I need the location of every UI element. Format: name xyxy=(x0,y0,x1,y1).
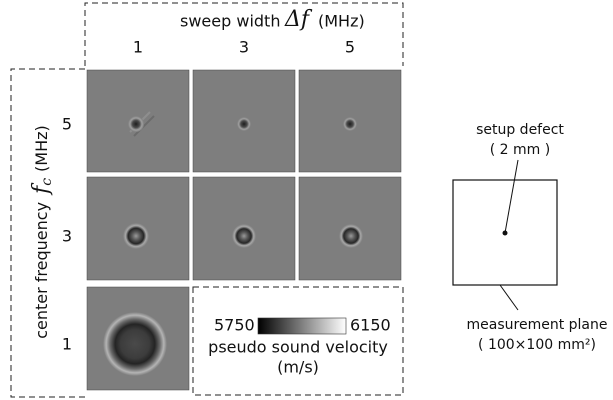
colorbar-min: 5750 xyxy=(214,316,255,335)
row-value: 1 xyxy=(62,335,72,354)
defect-dot xyxy=(502,230,508,236)
column-header-symbol: Δf xyxy=(284,7,313,32)
row-header-label: center frequency xyxy=(32,202,51,339)
row-value: 3 xyxy=(62,227,72,246)
row-header-unit: (MHz) xyxy=(32,125,51,172)
plane-leader xyxy=(499,284,519,311)
plane-size: ( 100×100 mm²) xyxy=(478,337,596,353)
panel xyxy=(86,286,190,391)
column-header-frame xyxy=(84,2,404,66)
measurement-plane xyxy=(452,179,558,286)
panel xyxy=(298,69,402,173)
defect-size: ( 2 mm ) xyxy=(490,142,550,158)
panel xyxy=(192,176,296,281)
panel xyxy=(192,69,296,173)
row-header-subscript: c xyxy=(39,178,55,186)
panel xyxy=(298,176,402,281)
column-value: 1 xyxy=(133,38,143,57)
colorbar-unit: (m/s) xyxy=(277,358,319,377)
plane-label: measurement plane xyxy=(467,317,608,333)
column-value: 5 xyxy=(345,38,355,57)
colorbar-title: pseudo sound velocity xyxy=(208,338,388,357)
colorbar-max: 6150 xyxy=(350,316,391,335)
column-header-unit: (MHz) xyxy=(318,12,365,31)
column-header-label: sweep width xyxy=(180,12,280,31)
colorbar-frame xyxy=(192,286,404,396)
colorbar xyxy=(257,317,347,335)
defect-leader xyxy=(504,159,519,234)
row-value: 5 xyxy=(62,115,72,134)
defect-label: setup defect xyxy=(476,122,564,138)
panel xyxy=(86,176,190,281)
column-value: 3 xyxy=(239,38,249,57)
panel xyxy=(86,69,190,173)
row-header: center frequencyfc(MHz) xyxy=(29,125,55,339)
